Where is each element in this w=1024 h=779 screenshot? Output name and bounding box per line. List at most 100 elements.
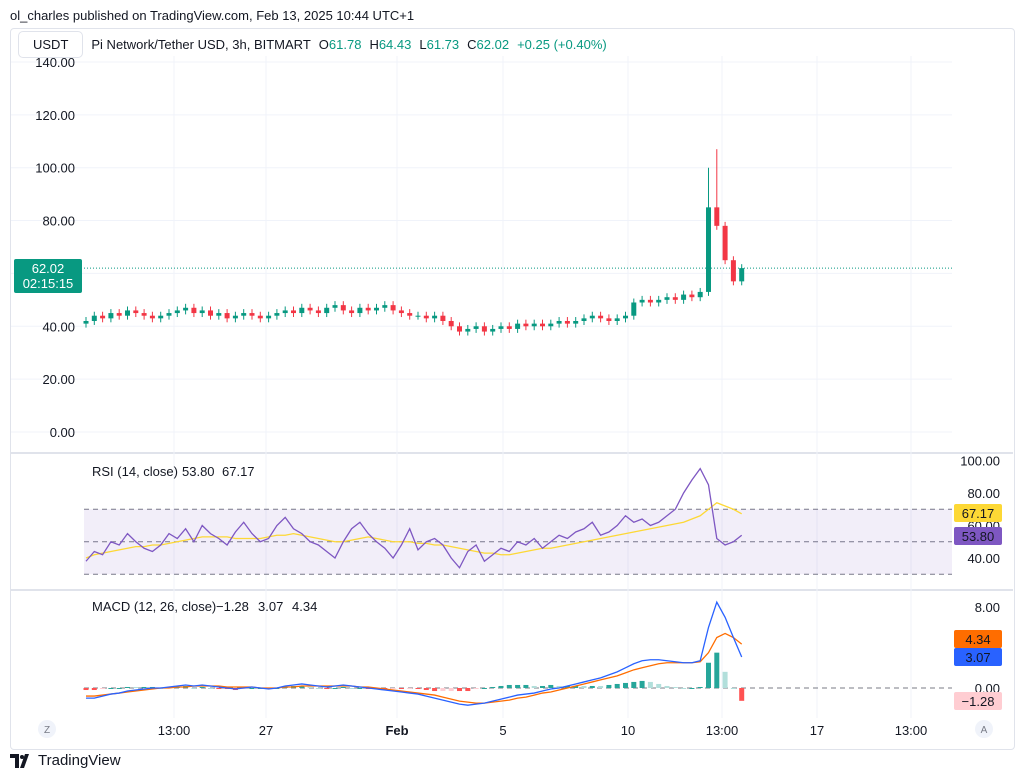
- candle-body: [141, 313, 147, 316]
- macd-histogram-bar: [614, 683, 620, 688]
- candle-body: [241, 313, 247, 316]
- candle-body: [266, 315, 272, 319]
- candle-body: [382, 305, 388, 308]
- macd-histogram-bar: [598, 685, 604, 688]
- symbol-title[interactable]: Pi Network/Tether USD, 3h, BITMART: [91, 37, 311, 52]
- macd-histogram-bar: [357, 688, 363, 689]
- macd-legend-value: 3.07: [258, 599, 283, 614]
- candle-body: [116, 313, 122, 316]
- candle-body: [191, 307, 197, 314]
- rsi-line: [85, 467, 743, 569]
- candle-body: [307, 307, 313, 311]
- macd-histogram-bar: [589, 685, 595, 688]
- macd-histogram-bar: [730, 688, 736, 689]
- candle-body: [423, 315, 429, 319]
- candle-body: [739, 268, 745, 282]
- candle-body: [623, 315, 628, 319]
- currency-button[interactable]: USDT: [18, 31, 84, 58]
- rsi-axis-label: 80.00: [967, 486, 1000, 501]
- macd-histogram-bar: [556, 685, 562, 688]
- auto-scale-button-label: A: [981, 725, 988, 736]
- macd-histogram-bar: [623, 682, 628, 688]
- macd-histogram-bar: [739, 688, 745, 701]
- macd-histogram-bar: [398, 688, 404, 690]
- candle-body: [91, 315, 97, 321]
- rsi-tag-bg: [954, 527, 1002, 545]
- tv-logo-icon: [10, 753, 29, 768]
- candle-body: [457, 326, 462, 332]
- candle-body: [481, 326, 487, 332]
- auto-scale-button[interactable]: [975, 720, 993, 738]
- macd-histogram-bar: [465, 688, 471, 692]
- candle-body: [199, 310, 205, 314]
- macd-histogram-bar: [299, 685, 305, 688]
- x-tick-label: 17: [810, 723, 824, 738]
- macd-tag: 3.07: [965, 650, 990, 665]
- x-tick-label: Feb: [385, 723, 408, 738]
- macd-line: [86, 600, 743, 706]
- candle-body: [548, 323, 554, 327]
- x-tick-label: 5: [499, 723, 506, 738]
- macd-histogram-bar: [125, 686, 130, 688]
- signal-line: [86, 632, 743, 704]
- macd-histogram-bar: [332, 688, 338, 689]
- candle-body: [573, 320, 579, 324]
- ohlc-open: O61.78: [318, 37, 362, 52]
- timezone-button[interactable]: [38, 720, 56, 738]
- candle-body: [506, 326, 512, 329]
- price-axis-label: 140.00: [35, 55, 75, 70]
- macd-histogram-bar: [672, 686, 678, 688]
- macd-histogram-bar: [606, 684, 612, 688]
- candle-body: [208, 310, 213, 316]
- macd-legend-title: MACD (12, 26, close): [92, 599, 216, 614]
- macd-histogram-bar: [91, 688, 97, 691]
- macd-histogram-bar: [523, 684, 529, 688]
- candle-body: [556, 320, 562, 324]
- candle-body: [100, 315, 106, 319]
- candle-body: [564, 320, 570, 324]
- candle-body: [374, 307, 379, 311]
- candle-body: [473, 326, 479, 329]
- price-axis-label: 40.00: [42, 319, 75, 334]
- macd-histogram-bar: [390, 688, 396, 690]
- candle-body: [349, 310, 355, 314]
- price-axis-label: 100.00: [35, 161, 75, 176]
- last-price-tag: 62.02 02:15:15: [14, 259, 82, 293]
- candle-body: [224, 313, 230, 319]
- candle-body: [282, 310, 288, 314]
- rsi-axis-label: 40.00: [967, 551, 1000, 566]
- candle-body: [706, 207, 711, 292]
- price-axis-label: 80.00: [42, 214, 75, 229]
- macd-histogram-bar: [108, 688, 114, 689]
- macd-histogram-bar: [448, 688, 454, 692]
- candle-body: [158, 315, 164, 319]
- candle-body: [656, 299, 662, 303]
- macd-histogram-bar: [208, 688, 213, 689]
- price-axis-label: 120.00: [35, 108, 75, 123]
- macd-histogram-bar: [714, 652, 720, 688]
- candle-body: [730, 260, 736, 282]
- candle-body: [249, 313, 255, 316]
- macd-histogram-bar: [515, 684, 521, 688]
- candle-body: [357, 307, 363, 314]
- candle-body: [365, 307, 371, 311]
- macd-histogram-bar: [100, 688, 106, 690]
- macd-histogram-bar: [639, 680, 645, 688]
- candle-body: [166, 313, 172, 316]
- x-tick-label: 13:00: [706, 723, 739, 738]
- macd-histogram-bar: [324, 688, 330, 690]
- macd-histogram-bar: [681, 688, 687, 689]
- rsi-ma-legend-value: 67.17: [222, 464, 255, 479]
- rsi-legend-title: RSI (14, close): [92, 464, 178, 479]
- macd-histogram-bar: [407, 688, 413, 690]
- macd-histogram-bar: [141, 686, 147, 688]
- macd-histogram-bar: [83, 688, 89, 691]
- price-axis-label: 0.00: [50, 425, 75, 440]
- candle-body: [647, 299, 653, 303]
- macd-histogram-bar: [340, 686, 346, 688]
- macd-histogram-bar: [349, 688, 355, 689]
- macd-tag-bg: [954, 648, 1002, 666]
- candle-body: [315, 310, 321, 314]
- macd-histogram-bar: [498, 685, 504, 688]
